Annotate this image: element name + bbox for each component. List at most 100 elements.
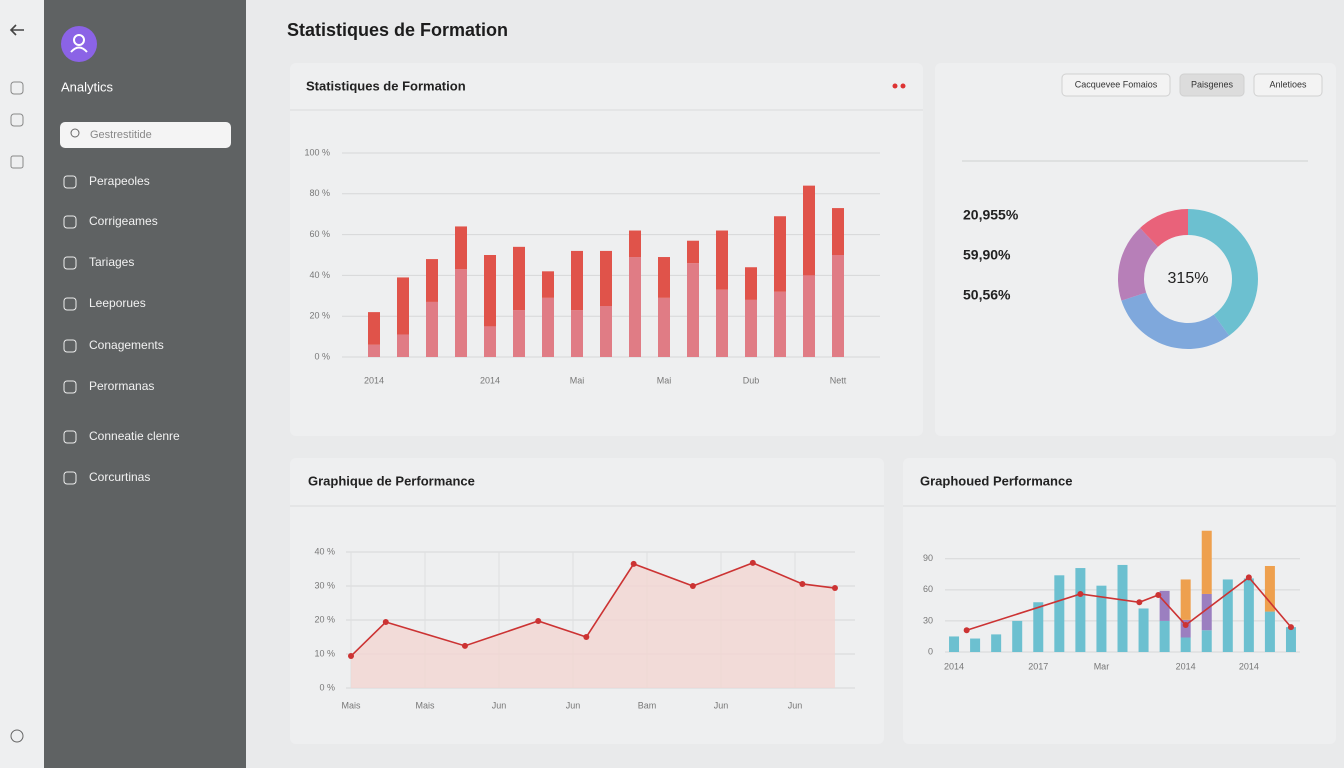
bar-segment xyxy=(1159,590,1170,621)
menu-dot[interactable] xyxy=(892,83,898,89)
point xyxy=(963,627,970,634)
bar-segment xyxy=(513,310,525,357)
filter-button[interactable] xyxy=(1179,73,1245,97)
bar-segment xyxy=(629,230,641,258)
x-tick-label: Jun xyxy=(492,700,507,710)
nav-item[interactable]: Leeporues xyxy=(89,296,146,310)
nav-icon[interactable] xyxy=(63,339,77,353)
point xyxy=(583,634,590,640)
y-tick-label: 20 % xyxy=(314,614,335,624)
bar-segment xyxy=(426,259,438,302)
bar-segment xyxy=(1264,611,1275,652)
bar-segment xyxy=(1075,568,1086,652)
bar-segment xyxy=(542,297,554,357)
y-tick-label: 60 xyxy=(923,584,933,594)
filter-button[interactable] xyxy=(1061,73,1171,97)
nav-item[interactable]: Conneatie clenre xyxy=(89,429,180,443)
donut-slice xyxy=(1121,292,1230,350)
rail-icon[interactable] xyxy=(10,81,24,95)
search-box[interactable] xyxy=(60,122,231,148)
nav: Perapeoles Corrigeames Tariages Leeporues Co… xyxy=(63,174,180,485)
nav-icon[interactable] xyxy=(63,380,77,394)
bar-segment xyxy=(687,240,699,264)
stat-value: 59,90% xyxy=(963,247,1011,263)
point xyxy=(535,618,542,625)
bar-segment xyxy=(745,267,757,300)
bar-segment xyxy=(658,257,670,298)
menu-dot[interactable] xyxy=(900,83,906,89)
filter-label[interactable]: Anletioes xyxy=(1269,79,1307,89)
bar-segment xyxy=(1033,602,1044,652)
point xyxy=(831,585,838,592)
x-tick-label: 2014 xyxy=(364,375,384,385)
bar-segment xyxy=(687,263,699,357)
area xyxy=(351,562,835,688)
stat-value: 50,56% xyxy=(963,287,1011,303)
nav-icon[interactable] xyxy=(63,215,77,229)
point xyxy=(1077,590,1084,597)
search-icon xyxy=(70,128,80,138)
stat-value: 20,955% xyxy=(963,207,1019,223)
x-tick-label: 2014 xyxy=(1176,661,1196,671)
y-tick-label: 40 % xyxy=(309,270,330,280)
nav-icon[interactable] xyxy=(63,430,77,444)
rail-icon[interactable] xyxy=(10,113,24,127)
bar-segment xyxy=(803,275,815,357)
donut-slice xyxy=(1188,209,1259,336)
nav-item[interactable]: Conagements xyxy=(89,338,164,352)
x-tick-label: Dub xyxy=(743,375,760,385)
bar-segment xyxy=(484,326,496,357)
bar-segment xyxy=(368,344,380,357)
point xyxy=(1287,624,1294,631)
rail-icon[interactable] xyxy=(10,155,24,169)
nav-item[interactable]: Tariages xyxy=(89,255,134,269)
nav-item[interactable]: Perormanas xyxy=(89,379,154,393)
bar-segment xyxy=(1285,627,1296,652)
y-tick-label: 0 % xyxy=(314,351,330,361)
point xyxy=(689,583,696,589)
bar-segment xyxy=(949,636,960,652)
x-tick-label: Mai xyxy=(657,375,672,385)
card-title: Graphique de Performance xyxy=(308,473,475,488)
nav-icon[interactable] xyxy=(63,175,77,189)
point xyxy=(1245,574,1252,581)
y-tick-label: 0 % xyxy=(319,682,335,692)
y-tick-label: 40 % xyxy=(314,546,335,556)
donut-center: 315% xyxy=(1168,270,1209,287)
bar-segment xyxy=(513,246,525,311)
brand: Analytics xyxy=(61,79,114,94)
x-tick-label: 2014 xyxy=(944,661,964,671)
bar-segment xyxy=(484,255,496,327)
x-tick-label: Jun xyxy=(566,700,581,710)
nav-item[interactable]: Perapeoles xyxy=(89,174,150,188)
bar-segment xyxy=(1201,530,1212,594)
bar-segment xyxy=(745,299,757,357)
y-tick-label: 30 % xyxy=(314,580,335,590)
nav-icon[interactable] xyxy=(63,256,77,270)
bar-segment xyxy=(455,226,467,270)
bar-segment xyxy=(571,310,583,357)
bar-segment xyxy=(600,306,612,357)
nav-icon[interactable] xyxy=(63,471,77,485)
donut-slice xyxy=(1117,227,1158,301)
rail-icon[interactable] xyxy=(10,729,24,743)
filter-label[interactable]: Paisgenes xyxy=(1191,79,1234,89)
bar-segment xyxy=(991,634,1002,652)
x-tick-label: 2017 xyxy=(1028,661,1048,671)
nav-item[interactable]: Corrigeames xyxy=(89,214,158,228)
bar-segment xyxy=(629,257,641,357)
filter-label[interactable]: Cacquevee Fomaios xyxy=(1075,79,1158,89)
back-icon[interactable] xyxy=(9,24,24,36)
bar-segment xyxy=(1138,608,1149,652)
y-tick-label: 10 % xyxy=(314,648,335,658)
filter-button[interactable] xyxy=(1253,73,1323,97)
nav-item[interactable]: Corcurtinas xyxy=(89,470,150,484)
x-tick-label: Jun xyxy=(714,700,729,710)
bar-segment xyxy=(1096,585,1107,652)
line xyxy=(350,562,836,657)
point xyxy=(461,642,468,649)
x-tick-label: 2014 xyxy=(1239,661,1259,671)
nav-icon[interactable] xyxy=(63,297,77,311)
bar-segment xyxy=(774,291,786,357)
